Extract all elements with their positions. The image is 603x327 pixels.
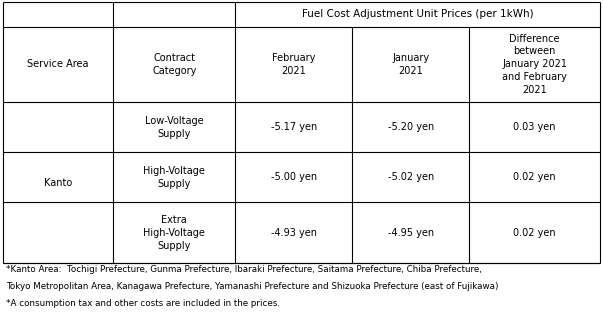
- Text: Fuel Cost Adjustment Unit Prices (per 1kWh): Fuel Cost Adjustment Unit Prices (per 1k…: [302, 9, 533, 19]
- Text: -5.17 yen: -5.17 yen: [271, 122, 317, 132]
- Text: Kanto: Kanto: [44, 178, 72, 188]
- Text: Low-Voltage
Supply: Low-Voltage Supply: [145, 116, 204, 139]
- Text: January
2021: January 2021: [393, 53, 429, 76]
- Text: -5.20 yen: -5.20 yen: [388, 122, 434, 132]
- Text: Contract
Category: Contract Category: [152, 53, 197, 76]
- Text: 0.02 yen: 0.02 yen: [513, 228, 556, 238]
- Text: -4.95 yen: -4.95 yen: [388, 228, 434, 238]
- Text: -4.93 yen: -4.93 yen: [271, 228, 317, 238]
- Text: -5.02 yen: -5.02 yen: [388, 172, 434, 182]
- Text: February
2021: February 2021: [272, 53, 315, 76]
- Text: Service Area: Service Area: [28, 59, 89, 69]
- Text: Extra
High-Voltage
Supply: Extra High-Voltage Supply: [144, 215, 205, 250]
- Text: -5.00 yen: -5.00 yen: [271, 172, 317, 182]
- Text: *Kanto Area:  Tochigi Prefecture, Gunma Prefecture, Ibaraki Prefecture, Saitama : *Kanto Area: Tochigi Prefecture, Gunma P…: [6, 265, 482, 274]
- Text: *A consumption tax and other costs are included in the prices.: *A consumption tax and other costs are i…: [6, 300, 280, 308]
- Text: 0.02 yen: 0.02 yen: [513, 172, 556, 182]
- Text: Difference
between
January 2021
and February
2021: Difference between January 2021 and Febr…: [502, 34, 567, 95]
- Text: Tokyo Metropolitan Area, Kanagawa Prefecture, Yamanashi Prefecture and Shizuoka : Tokyo Metropolitan Area, Kanagawa Prefec…: [6, 282, 499, 291]
- Text: 0.03 yen: 0.03 yen: [513, 122, 556, 132]
- Text: High-Voltage
Supply: High-Voltage Supply: [144, 166, 205, 189]
